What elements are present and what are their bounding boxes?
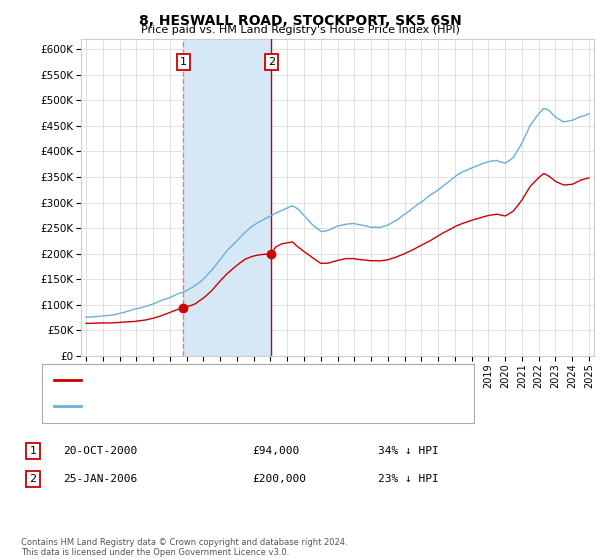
Text: 23% ↓ HPI: 23% ↓ HPI — [378, 474, 439, 484]
Text: Contains HM Land Registry data © Crown copyright and database right 2024.
This d: Contains HM Land Registry data © Crown c… — [21, 538, 347, 557]
Bar — [183, 39, 271, 356]
Text: 25-JAN-2006: 25-JAN-2006 — [63, 474, 137, 484]
Text: £94,000: £94,000 — [252, 446, 299, 456]
Text: Price paid vs. HM Land Registry's House Price Index (HPI): Price paid vs. HM Land Registry's House … — [140, 25, 460, 35]
Text: 34% ↓ HPI: 34% ↓ HPI — [378, 446, 439, 456]
Text: 1: 1 — [180, 57, 187, 67]
Text: £200,000: £200,000 — [252, 474, 306, 484]
Text: 1: 1 — [29, 446, 37, 456]
Text: 20-OCT-2000: 20-OCT-2000 — [63, 446, 137, 456]
Text: 8, HESWALL ROAD, STOCKPORT, SK5 6SN (detached house): 8, HESWALL ROAD, STOCKPORT, SK5 6SN (det… — [87, 375, 398, 385]
Text: 2: 2 — [29, 474, 37, 484]
Text: 2: 2 — [268, 57, 275, 67]
Text: HPI: Average price, detached house, Stockport: HPI: Average price, detached house, Stoc… — [87, 401, 331, 411]
Text: 8, HESWALL ROAD, STOCKPORT, SK5 6SN: 8, HESWALL ROAD, STOCKPORT, SK5 6SN — [139, 14, 461, 28]
